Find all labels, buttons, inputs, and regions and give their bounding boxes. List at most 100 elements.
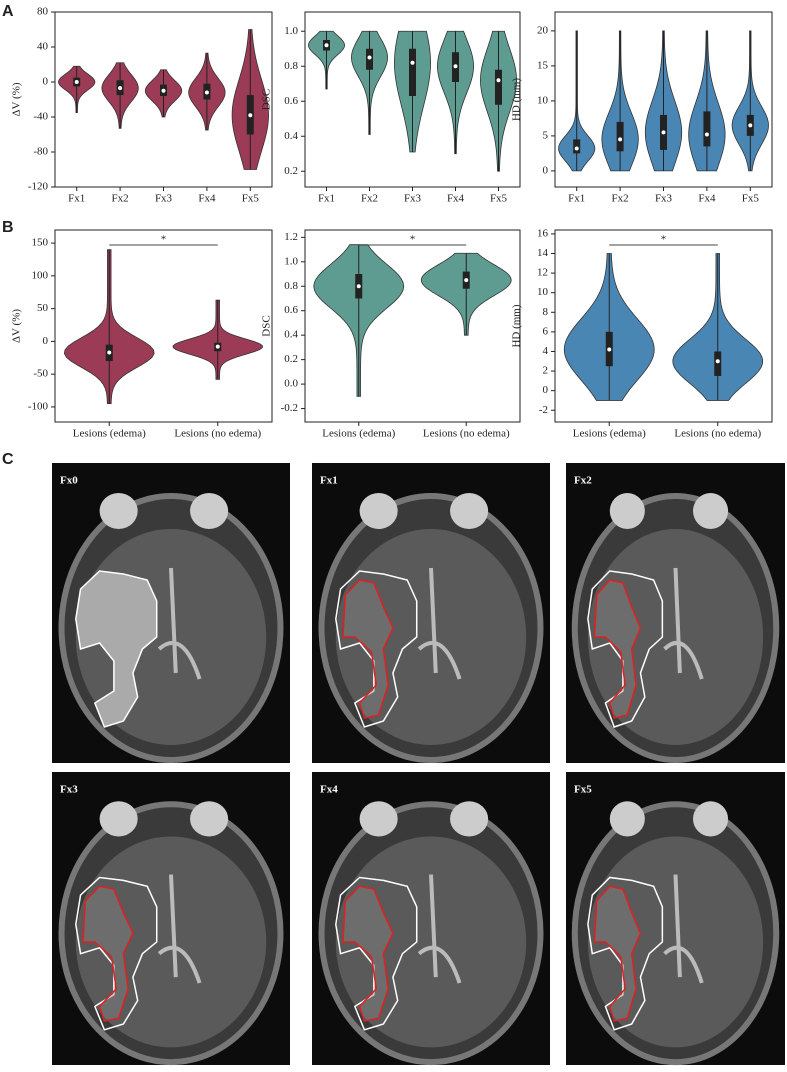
plot-frame bbox=[554, 11, 773, 188]
eye bbox=[190, 493, 229, 529]
y-tick-label: 0.2 bbox=[284, 165, 298, 177]
y-tick-label: 80 bbox=[37, 6, 49, 18]
x-tick-label: Lesions (no edema) bbox=[674, 428, 761, 440]
x-tick-label: Fx5 bbox=[242, 193, 260, 205]
image-label: Fx0 bbox=[60, 475, 78, 487]
ventricle bbox=[417, 874, 462, 984]
y-tick-label: -0.2 bbox=[281, 402, 298, 414]
lesion-outline bbox=[75, 876, 158, 1031]
median bbox=[107, 350, 112, 355]
lesion-outline bbox=[587, 876, 664, 1031]
x-tick-label: Fx3 bbox=[404, 193, 422, 205]
y-tick-label: 0.2 bbox=[284, 353, 298, 365]
image-label: Fx3 bbox=[60, 784, 78, 796]
y-tick-label: -40 bbox=[33, 111, 48, 123]
y-tick-label: -100 bbox=[28, 400, 49, 412]
brain bbox=[75, 836, 267, 1048]
lesion-outline bbox=[587, 570, 664, 728]
mri-image: Fx3 bbox=[52, 772, 290, 1066]
ventricle bbox=[663, 874, 704, 984]
y-tick-label: 50 bbox=[37, 302, 49, 314]
y-tick-label: 150 bbox=[32, 237, 49, 249]
eye bbox=[693, 493, 729, 529]
significance-label: * bbox=[161, 234, 167, 246]
x-tick-label: Fx2 bbox=[112, 193, 129, 205]
median bbox=[367, 55, 372, 60]
mri-image: Fx0 bbox=[52, 463, 290, 763]
x-tick-label: Fx2 bbox=[612, 193, 629, 205]
significance-label: * bbox=[410, 234, 416, 246]
y-tick-label: 40 bbox=[37, 41, 49, 53]
ventricle bbox=[157, 874, 202, 984]
mri-image: Fx2 bbox=[566, 463, 785, 763]
eye bbox=[359, 801, 398, 837]
plot-frame bbox=[304, 11, 521, 188]
x-tick-label: Fx5 bbox=[490, 193, 508, 205]
median bbox=[248, 113, 253, 118]
y-tick-label: 4 bbox=[543, 345, 549, 357]
y-tick-label: 5 bbox=[543, 129, 549, 141]
plot-frame bbox=[54, 229, 273, 423]
x-tick-label: Fx1 bbox=[318, 193, 335, 205]
y-tick-label: -2 bbox=[539, 404, 548, 416]
brain bbox=[587, 529, 764, 745]
iqr-box bbox=[409, 48, 416, 96]
y-tick-label: 10 bbox=[537, 286, 549, 298]
lesion-contour bbox=[593, 579, 642, 719]
plot-frame bbox=[554, 229, 773, 423]
x-tick-label: Fx1 bbox=[568, 193, 585, 205]
lesion-outline bbox=[335, 570, 418, 728]
median bbox=[607, 347, 612, 352]
y-tick-label: 0.8 bbox=[284, 60, 298, 72]
y-tick-label: 14 bbox=[537, 247, 549, 259]
panel-label: A bbox=[2, 3, 14, 20]
x-tick-label: Fx5 bbox=[742, 193, 760, 205]
plot-frame bbox=[54, 11, 273, 188]
x-tick-label: Fx1 bbox=[68, 193, 85, 205]
lesion-contour bbox=[82, 885, 134, 1022]
x-tick-label: Fx4 bbox=[198, 193, 216, 205]
mri-image: Fx1 bbox=[312, 463, 550, 763]
iqr-box bbox=[495, 69, 502, 105]
y-tick-label: 0.6 bbox=[284, 304, 298, 316]
eye bbox=[693, 801, 729, 837]
brain bbox=[335, 529, 527, 745]
y-tick-label: 1.0 bbox=[284, 25, 298, 37]
lesion-contour bbox=[593, 885, 642, 1022]
y-axis-label: DSC bbox=[261, 89, 273, 110]
median bbox=[618, 137, 623, 142]
y-tick-label: 12 bbox=[537, 267, 548, 279]
y-tick-label: 2 bbox=[543, 365, 549, 377]
median bbox=[661, 130, 666, 135]
y-tick-label: -50 bbox=[33, 368, 48, 380]
x-tick-label: Fx2 bbox=[361, 193, 378, 205]
median bbox=[574, 146, 579, 151]
y-axis-label: ΔV (%) bbox=[11, 82, 23, 116]
median bbox=[748, 123, 753, 128]
lesion-contour bbox=[342, 885, 394, 1022]
iqr-box bbox=[703, 111, 711, 147]
eye bbox=[450, 493, 489, 529]
y-tick-label: 100 bbox=[32, 269, 49, 281]
y-tick-label: 16 bbox=[537, 227, 549, 239]
lesion-contour bbox=[342, 579, 394, 719]
median bbox=[464, 278, 469, 283]
eye bbox=[609, 493, 645, 529]
x-tick-label: Fx3 bbox=[655, 193, 673, 205]
eye bbox=[359, 493, 398, 529]
eye bbox=[450, 801, 489, 837]
median bbox=[496, 78, 501, 83]
y-axis-label: HD (mm) bbox=[511, 304, 523, 347]
eye bbox=[99, 801, 138, 837]
y-axis-label: DSC bbox=[261, 315, 273, 336]
median bbox=[118, 86, 123, 91]
y-tick-label: 1.2 bbox=[284, 231, 298, 243]
x-tick-label: Fx3 bbox=[155, 193, 173, 205]
eye bbox=[190, 801, 229, 837]
median bbox=[204, 90, 209, 95]
lesion-outline bbox=[75, 570, 158, 728]
panel-label: C bbox=[2, 451, 14, 468]
median bbox=[74, 80, 79, 84]
y-tick-label: 6 bbox=[543, 325, 549, 337]
